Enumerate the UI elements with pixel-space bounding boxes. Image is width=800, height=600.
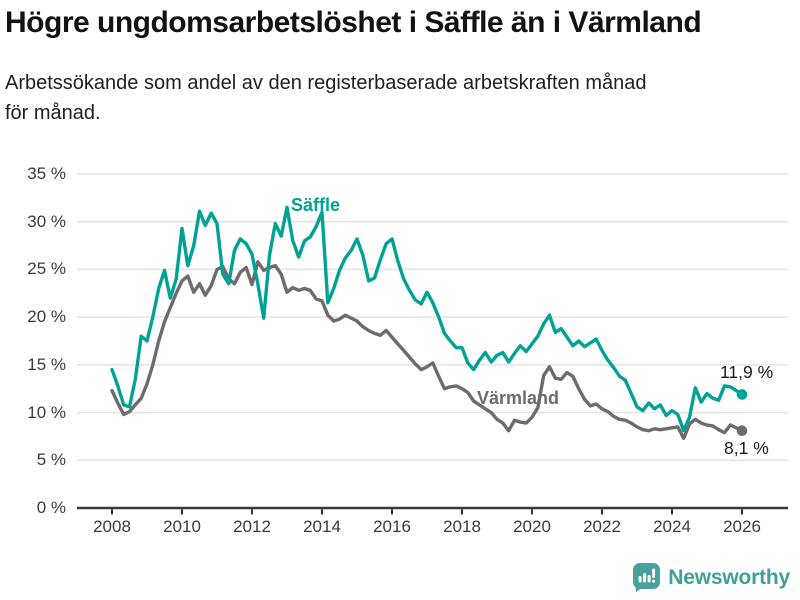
x-tick-label: 2014 bbox=[303, 517, 341, 536]
x-tick-label: 2024 bbox=[653, 517, 691, 536]
x-tick-label: 2010 bbox=[163, 517, 201, 536]
newsworthy-logo: Newsworthy bbox=[633, 563, 790, 592]
x-tick-label: 2026 bbox=[723, 517, 761, 536]
chart-title: Högre ungdomsarbetslöshet i Säffle än i … bbox=[5, 6, 702, 39]
newsworthy-wordmark: Newsworthy bbox=[668, 565, 790, 589]
end-value-label-saffle: 11,9 % bbox=[720, 362, 774, 382]
x-tick-label: 2022 bbox=[583, 517, 621, 536]
y-tick-label: 15 % bbox=[27, 354, 66, 374]
chart-subtitle: Arbetssökande som andel av den registerb… bbox=[5, 72, 647, 124]
series-label-varmland: Värmland bbox=[477, 388, 560, 408]
x-tick-label: 2016 bbox=[373, 517, 411, 536]
y-tick-label: 30 % bbox=[27, 211, 66, 231]
series-line-saffle bbox=[110, 205, 744, 433]
x-tick-label: 2018 bbox=[443, 517, 481, 536]
end-value-label-varmland: 8,1 % bbox=[724, 438, 769, 458]
y-tick-label: 5 % bbox=[36, 450, 66, 470]
y-tick-label: 0 % bbox=[36, 498, 66, 517]
series-line-varmland bbox=[110, 260, 744, 440]
y-tick-label: 20 % bbox=[27, 307, 66, 327]
y-tick-label: 10 % bbox=[27, 402, 66, 422]
y-tick-label: 25 % bbox=[27, 259, 66, 279]
series-end-dot-saffle bbox=[736, 389, 748, 400]
x-tick-label: 2020 bbox=[513, 517, 551, 536]
y-tick-label: 35 % bbox=[27, 163, 66, 183]
x-tick-label: 2008 bbox=[93, 517, 131, 536]
x-tick-label: 2012 bbox=[233, 517, 271, 536]
newsworthy-bubble-icon bbox=[633, 563, 661, 592]
series-label-saffle: Säffle bbox=[291, 195, 341, 215]
series-end-dot-varmland bbox=[736, 425, 748, 437]
